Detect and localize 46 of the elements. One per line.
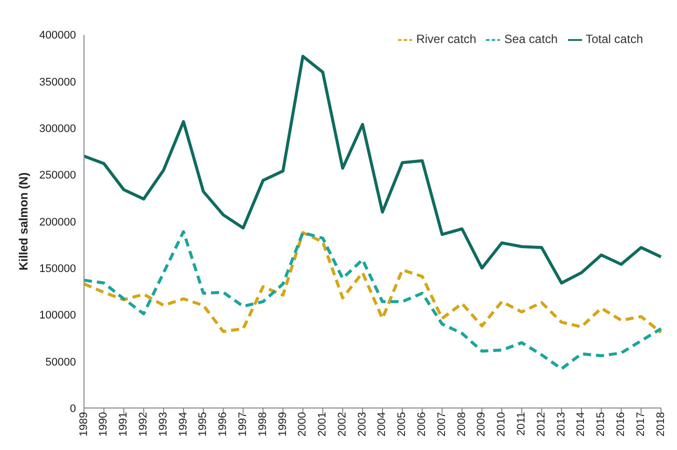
x-tick-label: 1990	[98, 412, 110, 436]
line-series	[82, 231, 662, 334]
x-tick-label: 2002	[336, 412, 348, 436]
x-tick-label: 2004	[376, 412, 388, 436]
x-tick-label: 2017	[634, 412, 647, 436]
y-tick-label: 300000	[39, 123, 76, 136]
x-tick-label: 2011	[516, 412, 528, 436]
x-tick-label: 1994	[177, 412, 190, 436]
x-tick-label: 1997	[236, 412, 249, 436]
x-tick-label: 1998	[256, 412, 269, 436]
y-tick-label: 350000	[39, 76, 76, 88]
x-tick-label: 2003	[356, 412, 368, 436]
y-tick-label: 100000	[39, 310, 76, 322]
line-series	[82, 230, 662, 370]
y-tick-label: 250000	[39, 170, 76, 182]
y-tick-label: 50000	[45, 356, 76, 368]
x-tick-label: 2015	[595, 412, 608, 436]
x-tick-label: 1995	[197, 412, 210, 436]
x-tick-label: 2014	[575, 412, 588, 436]
y-axis-title: Killed salmon (N)	[16, 172, 30, 270]
x-tick-label: 1996	[217, 412, 230, 436]
x-tick-label: 2001	[316, 412, 329, 436]
x-tick-label: 1992	[138, 412, 150, 436]
x-tick-label: 2013	[555, 412, 568, 436]
x-tick-label: 1989	[78, 412, 90, 436]
x-tick-label: 2006	[416, 412, 428, 436]
line-series	[82, 54, 662, 284]
x-tick-label: 2018	[654, 412, 667, 436]
legend-label: Total catch	[586, 32, 643, 46]
x-tick-label: 2012	[535, 412, 548, 436]
x-tick-label: 1991	[118, 412, 130, 436]
x-tick-label: 2000	[296, 412, 309, 436]
y-tick-label: 150000	[39, 262, 76, 275]
legend-label: Sea catch	[504, 32, 558, 46]
x-tick-label: 2009	[476, 412, 488, 436]
y-tick-label: 200000	[39, 216, 76, 228]
x-tick-label: 2016	[615, 412, 628, 436]
x-tick-label: 2008	[456, 412, 468, 436]
legend-label: River catch	[416, 32, 476, 46]
x-tick-label: 2007	[436, 412, 448, 436]
x-tick-label: 1999	[276, 412, 289, 436]
x-tick-label: 1993	[157, 412, 170, 436]
x-tick-label: 2010	[496, 412, 508, 436]
y-tick-label: 0	[70, 402, 76, 415]
y-tick-label: 400000	[39, 30, 76, 42]
x-tick-label: 2005	[396, 412, 408, 436]
